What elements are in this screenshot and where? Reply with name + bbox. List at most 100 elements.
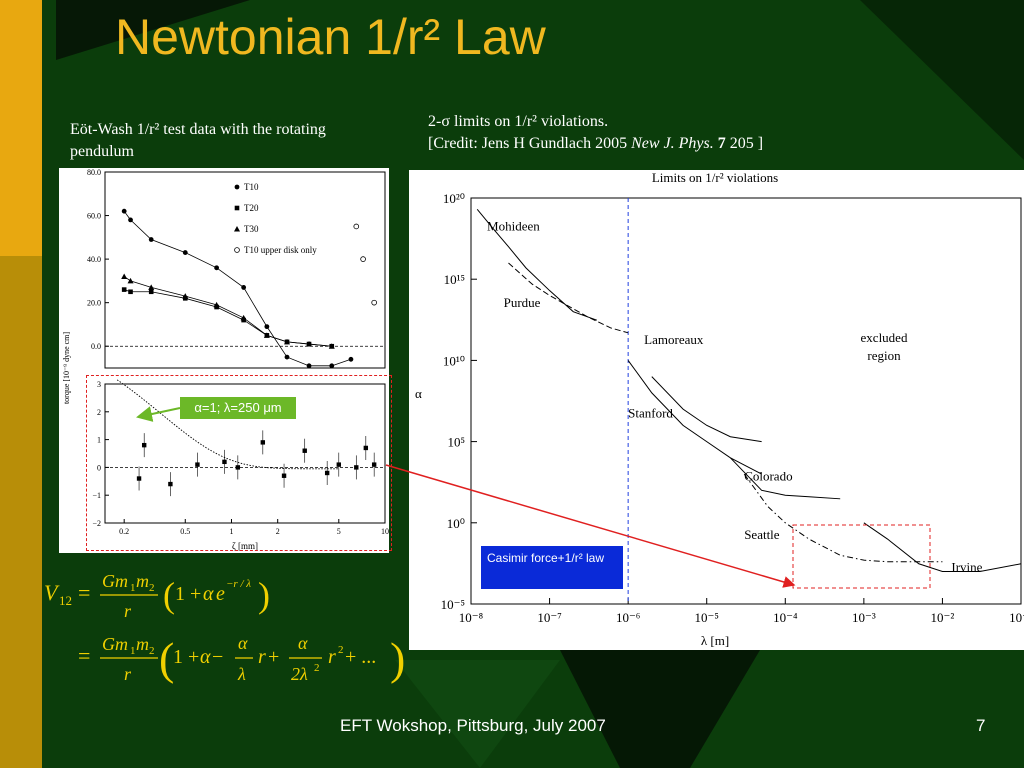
upper-series-curve <box>123 276 332 347</box>
casimir-label-box: Casimir force+1/r² law <box>481 546 623 589</box>
eq-num-sub2: 2 <box>149 582 155 594</box>
eq-frac-lambda-a: λ <box>237 664 246 684</box>
upper-point <box>284 338 291 345</box>
eq-equals-2: = <box>78 643 90 668</box>
lower-point <box>136 476 142 481</box>
x-axis-label: λ [m] <box>701 633 729 648</box>
upper-point <box>328 343 335 349</box>
left-caption: Eöt-Wash 1/r² test data with the rotatin… <box>70 121 326 160</box>
residual-highlight-box <box>86 375 392 551</box>
upper-point <box>148 237 154 242</box>
lower-point <box>260 440 266 445</box>
legend-label: T30 <box>244 224 259 234</box>
y-tick-label: 10¹⁰ <box>443 353 465 368</box>
lower-y-tick-label: 2 <box>97 408 101 417</box>
slide-title: Newtonian 1/r² Law <box>115 9 546 65</box>
upper-point <box>263 332 270 338</box>
legend-marker <box>234 205 240 211</box>
eq-num-m2-2: m <box>136 634 149 654</box>
upper-point <box>148 289 154 295</box>
x-tick-label: 10⁻¹ <box>1009 610 1024 625</box>
curve-label: Irvine <box>951 560 982 575</box>
eq-alpha-2: α <box>200 646 211 668</box>
upper-point <box>329 363 335 369</box>
alpha-lambda-label: α=1; λ=250 μm <box>180 397 296 419</box>
credit-prefix: [Credit: Jens H Gundlach 2005 <box>428 135 632 152</box>
x-tick-label: 10⁻⁵ <box>695 610 719 625</box>
lower-point <box>235 465 241 470</box>
upper-point <box>148 284 155 290</box>
upper-point <box>284 354 290 360</box>
upper-y-tick-label: 40.0 <box>87 255 101 264</box>
upper-point <box>182 293 189 299</box>
upper-point <box>353 223 360 230</box>
limit-curve <box>863 522 1022 573</box>
journal-volume: 7 <box>717 135 726 152</box>
eq-one-plus-2: 1 + <box>173 646 199 668</box>
lower-point <box>371 462 377 467</box>
upper-y-tick-label: 0.0 <box>91 342 101 351</box>
lower-point <box>195 462 200 467</box>
upper-y-tick-label: 20.0 <box>87 299 101 308</box>
eq-frac-2lambda-sup: 2 <box>314 662 320 674</box>
curve-label: Purdue <box>504 295 541 310</box>
eq-plus: + <box>268 646 279 668</box>
lower-point <box>324 470 330 476</box>
limits-title: Limits on 1/r² violations <box>652 170 778 185</box>
eq-r-1: r <box>258 646 266 668</box>
upper-point <box>214 265 220 271</box>
eq-num-sub1: 1 <box>130 582 136 594</box>
upper-plot-frame <box>104 171 386 369</box>
legend-label: T10 <box>244 182 259 192</box>
eq-lhs: V <box>44 580 60 605</box>
page-number: 7 <box>976 716 986 735</box>
limit-curve <box>651 376 762 443</box>
curve-label: Seattle <box>744 527 780 542</box>
region-label-line1: excluded <box>861 330 908 345</box>
right-caption-line1: 2-σ limits on 1/r² violations. <box>428 113 609 130</box>
right-caption-line2: [Credit: Jens H Gundlach 2005 New J. Phy… <box>428 133 988 155</box>
yukawa-equation: V 12 = Gm 1 m 2 r ( 1 + α e −r / λ ) = G… <box>44 571 405 684</box>
x-tick-label: 10⁻³ <box>852 610 876 625</box>
limits-frame <box>470 197 1022 605</box>
eq-num-gm-2: Gm <box>102 634 128 654</box>
legend-label: T10 upper disk only <box>244 245 317 255</box>
lower-point <box>168 481 173 487</box>
eq-num-sub1-2: 1 <box>130 645 136 657</box>
upper-series-curve <box>123 210 352 367</box>
eq-r-2: r <box>328 646 336 668</box>
right-caption: 2-σ limits on 1/r² violations. [Credit: … <box>428 111 988 155</box>
eq-paren-open-1: ( <box>163 575 175 615</box>
upper-y-axis-label: torque [10⁻⁹ dyne cm] <box>62 332 71 404</box>
eq-tail: + ... <box>345 646 376 668</box>
upper-point <box>240 314 247 321</box>
limit-curve <box>627 360 762 475</box>
y-tick-label: 10⁻⁵ <box>441 597 465 612</box>
eq-alpha-1: α <box>203 583 214 605</box>
eq-num-gm: Gm <box>102 571 128 591</box>
curve-label: Stanford <box>628 406 673 421</box>
upper-y-tick-label: 60.0 <box>87 212 101 221</box>
eq-num-sub2-2: 2 <box>149 645 155 657</box>
upper-point <box>213 301 220 308</box>
eq-one-plus-1: 1 + <box>175 583 201 605</box>
region-label-line2: region <box>867 348 901 363</box>
eq-lhs-sub: 12 <box>59 593 72 608</box>
upper-point <box>306 363 312 369</box>
limit-curve <box>508 262 629 334</box>
eq-denom-1: r <box>124 601 132 621</box>
upper-point <box>348 356 354 362</box>
x-tick-label: 10⁻⁶ <box>616 610 640 625</box>
lower-x-tick-label: 1 <box>229 527 233 536</box>
upper-point <box>121 273 128 280</box>
lower-x-axis-label: ζ [mm] <box>232 541 258 551</box>
upper-point <box>121 287 127 292</box>
eq-paren-close-1: ) <box>258 575 270 615</box>
y-tick-label: 10⁰ <box>447 516 465 531</box>
curve-label: Mohideen <box>487 218 540 233</box>
legend-marker <box>234 184 240 190</box>
eq-equals-1: = <box>78 580 90 605</box>
y-tick-label: 10²⁰ <box>443 191 465 206</box>
x-tick-label: 10⁻⁸ <box>459 610 484 625</box>
x-tick-label: 10⁻⁴ <box>773 610 798 625</box>
